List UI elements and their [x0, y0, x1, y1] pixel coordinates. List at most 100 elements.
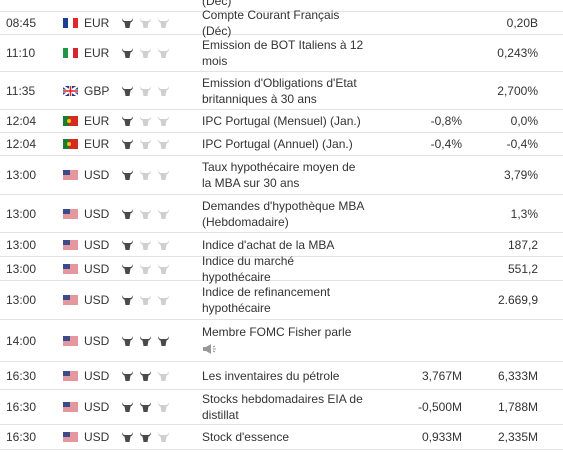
- previous: -0,4%: [506, 137, 538, 151]
- flag: [63, 156, 78, 194]
- time: 12:04: [6, 137, 37, 151]
- time: 16:30: [6, 430, 37, 444]
- previous: 3,79%: [503, 168, 538, 182]
- previous: 0,0%: [510, 114, 538, 128]
- importance: [121, 110, 175, 132]
- time: 12:04: [6, 114, 37, 128]
- time: 14:00: [6, 333, 37, 348]
- previous: 2.669,9: [497, 293, 538, 307]
- flag: [63, 402, 78, 412]
- currency: EUR: [84, 46, 110, 60]
- currency: GBP: [84, 83, 110, 98]
- event: Taux hypothécaire moyen de la MBA sur 30…: [202, 160, 356, 190]
- importance: [121, 195, 175, 232]
- event-row: 16:30 USD Stocks hebdomadaires EIA de dist…: [0, 390, 563, 425]
- importance: [121, 35, 175, 71]
- flag: [63, 295, 78, 305]
- previous: 0,20B: [506, 16, 538, 30]
- time: 13:00: [6, 293, 37, 307]
- currency: USD: [84, 206, 110, 221]
- event-row: 13:00 USD Demandes d'hypothèque MBA (Hebdo…: [0, 195, 563, 233]
- time: 13:00: [6, 261, 37, 276]
- currency: USD: [84, 368, 110, 383]
- flag: [63, 110, 78, 132]
- flag: [63, 85, 78, 96]
- previous: 2,700%: [497, 83, 538, 98]
- currency: USD: [84, 261, 110, 276]
- flag: [63, 170, 78, 180]
- event-fragment: (Déc): [202, 0, 232, 8]
- event: Indice du marché hypothécaire: [202, 253, 295, 284]
- event: Indice de refinancement hypothécaire: [202, 285, 331, 315]
- flag: [63, 195, 78, 232]
- currency: USD: [84, 237, 110, 252]
- importance: [121, 425, 175, 449]
- previous: 1,788M: [497, 400, 538, 414]
- flag: [63, 139, 78, 149]
- flag: [63, 362, 78, 389]
- flag: [63, 281, 78, 319]
- importance: [121, 72, 175, 109]
- forecast: 0,933M: [421, 430, 462, 444]
- currency: EUR: [84, 114, 110, 128]
- event-row: 11:35 GBP Emission d'Obligations d'Etat br…: [0, 72, 563, 110]
- flag: [63, 335, 78, 346]
- time: 13:00: [6, 237, 37, 252]
- flag: [63, 370, 78, 381]
- flag: [63, 116, 78, 126]
- time: 16:30: [6, 400, 37, 414]
- currency: USD: [84, 400, 110, 414]
- forecast: -0,8%: [430, 114, 462, 128]
- time: 11:35: [6, 83, 36, 98]
- flag: [63, 320, 78, 361]
- flag: [63, 239, 78, 250]
- event: Les inventaires du pétrole: [202, 368, 340, 383]
- event: Stocks hebdomadaires EIA de distillat: [202, 392, 363, 422]
- flag: [63, 390, 78, 424]
- speech-icon: [202, 340, 216, 358]
- currency: USD: [84, 430, 110, 444]
- importance: [121, 257, 175, 280]
- event-row: 14:00 USD Membre FOMC Fisher parle: [0, 320, 563, 362]
- event-row: 13:00 USD Indice d'achat de la MBA 187,2: [0, 233, 563, 257]
- previous: 187,2: [507, 237, 538, 252]
- event-row: 12:04 EUR IPC Portugal (Annuel) (Jan.) -0,4…: [0, 133, 563, 156]
- event-row: 16:30 USD Stock d'essence 0,933M 2,335M: [0, 425, 563, 450]
- flag: [63, 48, 78, 58]
- flag: [63, 263, 78, 274]
- event: IPC Portugal (Annuel) (Jan.): [202, 137, 353, 151]
- event-row: 13:00 USD Indice du marché hypothécaire 551…: [0, 253, 563, 284]
- previous: 0,243%: [497, 46, 538, 60]
- event-row: 12:04 EUR IPC Portugal (Mensuel) (Jan.) -0,…: [0, 110, 563, 133]
- importance: [121, 12, 175, 34]
- event-name: Membre FOMC Fisher parle: [202, 324, 352, 339]
- forecast: -0,4%: [430, 137, 462, 151]
- flag: [63, 425, 78, 449]
- flag: [63, 233, 78, 256]
- event: Emission de BOT Italiens à 12 mois: [202, 38, 364, 68]
- importance: [121, 233, 175, 256]
- event-row: 11:10 EUR Emission de BOT Italiens à 12 mo…: [0, 35, 563, 72]
- forecast: 3,767M: [421, 368, 462, 383]
- importance: [121, 133, 175, 155]
- flag: [63, 208, 78, 219]
- previous: 2,335M: [497, 430, 538, 444]
- importance: [121, 390, 175, 424]
- event: Demandes d'hypothèque MBA (Hebdomadaire): [202, 198, 364, 229]
- time: 08:45: [6, 16, 37, 30]
- importance: [121, 156, 175, 194]
- event: Stock d'essence: [202, 430, 290, 444]
- event-row: 13:00 USD Indice de refinancement hypothéc…: [0, 281, 563, 320]
- time: 13:00: [6, 206, 37, 221]
- event-row: 16:30 USD Les inventaires du pétrole 3,767M…: [0, 362, 563, 390]
- previous: 1,3%: [510, 206, 538, 221]
- flag: [63, 133, 78, 155]
- forecast: -0,500M: [417, 400, 462, 414]
- importance: [121, 281, 175, 319]
- currency: EUR: [84, 16, 110, 30]
- flag: [63, 35, 78, 71]
- event: IPC Portugal (Mensuel) (Jan.): [202, 114, 361, 128]
- flag: [63, 18, 78, 28]
- flag: [63, 257, 78, 280]
